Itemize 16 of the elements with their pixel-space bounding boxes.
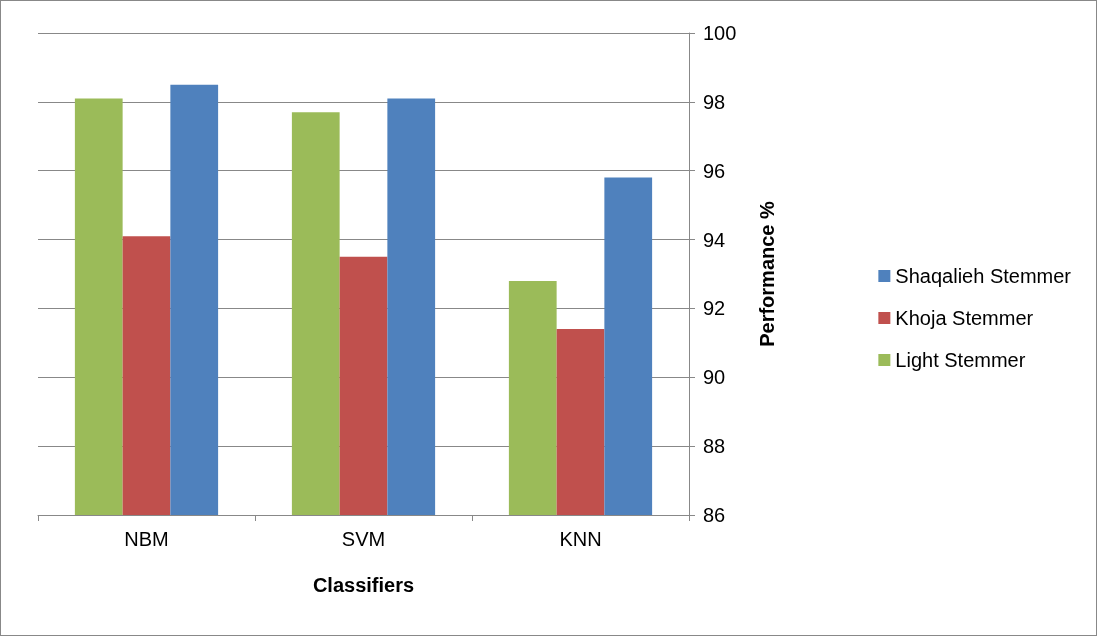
y-tick-label: 98 [703, 90, 726, 113]
y-tick-label: 96 [703, 159, 726, 182]
y-tick-label: 92 [703, 297, 726, 320]
y-tick-label: 86 [703, 504, 726, 526]
legend-label: Khoja Stemmer [895, 307, 1034, 329]
y-tick-label: 88 [703, 435, 726, 458]
x-tick-label: KNN [559, 528, 602, 550]
legend-label: Shaqalieh Stemmer [895, 265, 1072, 287]
y-tick-label: 94 [703, 228, 726, 251]
y-axis-title: Performance % [756, 200, 778, 347]
x-tick-label: NBM [124, 528, 169, 550]
x-axis-title: Classifiers [312, 574, 415, 596]
y-tick-label: 100 [703, 22, 737, 44]
x-tick-label: SVM [341, 528, 386, 550]
y-tick-label: 90 [703, 366, 726, 389]
legend-label: Light Stemmer [895, 349, 1026, 371]
